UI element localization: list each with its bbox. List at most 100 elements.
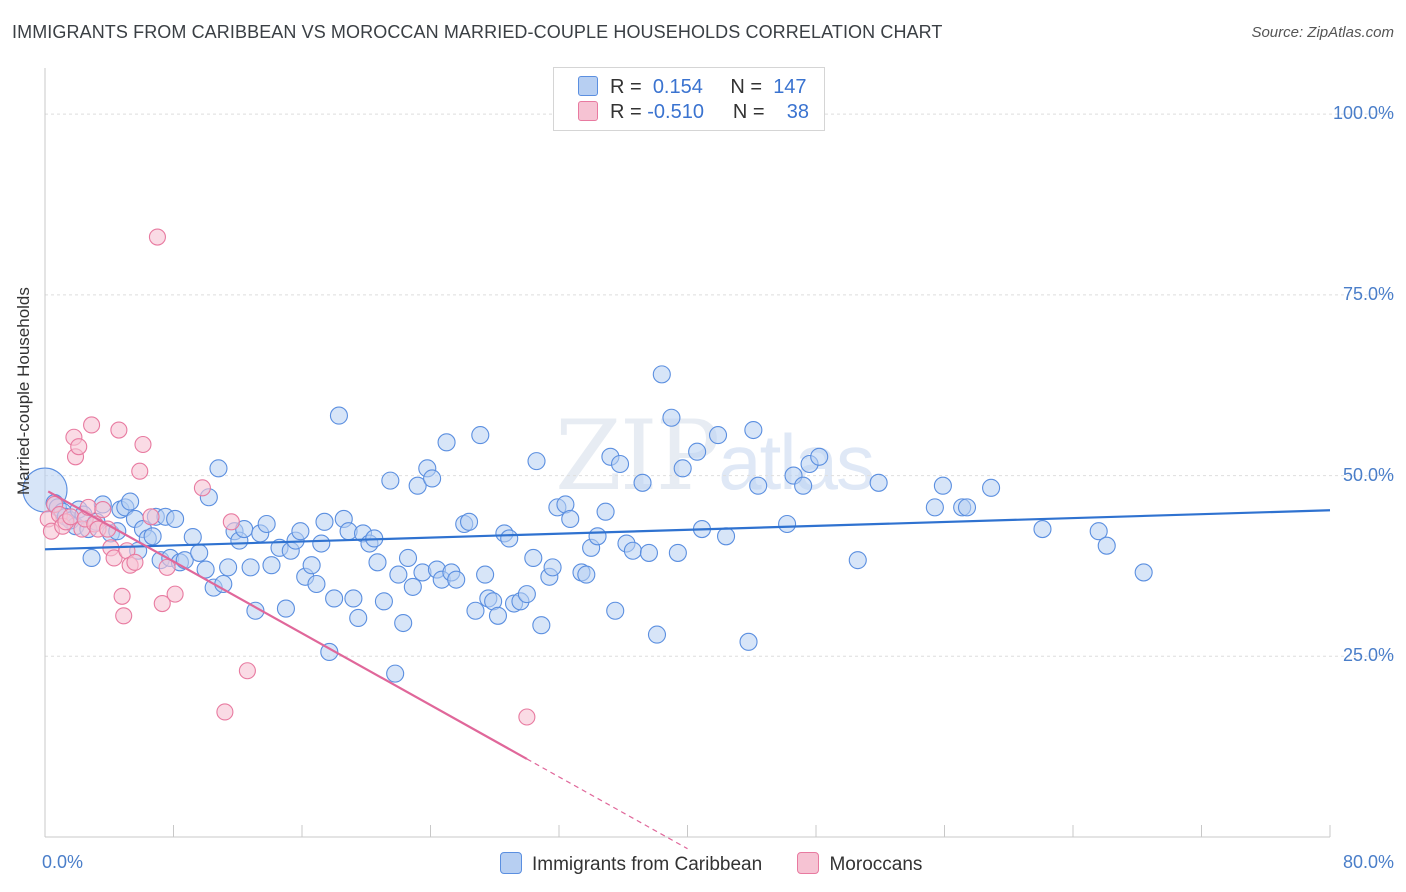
caribbean-point — [166, 509, 185, 528]
moroccan-point — [105, 549, 123, 567]
caribbean-point — [291, 522, 310, 541]
caribbean-point — [262, 556, 281, 575]
caribbean-point — [471, 426, 490, 445]
caribbean-point — [532, 616, 551, 635]
moroccan-point — [126, 553, 144, 571]
caribbean-point — [500, 529, 519, 548]
series-swatch-caribbean — [500, 852, 522, 874]
legend-swatch-caribbean — [578, 76, 598, 96]
caribbean-point — [389, 565, 408, 584]
series-legend-item-caribbean[interactable]: Immigrants from Caribbean — [500, 852, 762, 876]
caribbean-point — [276, 599, 295, 618]
caribbean-point — [488, 606, 508, 625]
correlation-legend: R = 0.154 N = 147 R = -0.510 N = 38 — [553, 67, 825, 131]
caribbean-point — [561, 509, 580, 528]
caribbean-point — [82, 548, 101, 568]
caribbean-point — [673, 459, 692, 478]
caribbean-point — [778, 514, 797, 534]
moroccan-point — [193, 479, 211, 497]
moroccan-point — [518, 708, 536, 726]
caribbean-point — [623, 541, 642, 560]
moroccan-point — [62, 508, 80, 526]
caribbean-point — [143, 527, 162, 546]
caribbean-trend-line — [44, 509, 1331, 551]
caribbean-point — [982, 478, 1001, 497]
legend-r-label: R = — [610, 76, 642, 98]
caribbean-point — [596, 502, 615, 521]
caribbean-point — [633, 473, 652, 492]
caribbean-point — [933, 476, 952, 495]
caribbean-point — [652, 365, 671, 384]
caribbean-point — [716, 527, 736, 546]
caribbean-point — [688, 442, 707, 461]
legend-n-value: 38 — [786, 101, 809, 123]
moroccan-trend-line — [47, 490, 528, 760]
caribbean-point — [749, 476, 768, 495]
legend-row-moroccans: R = -0.510 N = 38 — [578, 101, 809, 127]
caribbean-point — [302, 556, 321, 575]
series-legend-label: Moroccans — [829, 854, 923, 875]
caribbean-point — [394, 613, 413, 633]
caribbean-point — [476, 565, 495, 584]
moroccan-point — [166, 585, 184, 603]
caribbean-point — [708, 426, 728, 445]
x-tick-label: 0.0% — [42, 852, 84, 872]
moroccan-point — [222, 513, 240, 531]
caribbean-point — [408, 476, 427, 495]
series-legend-label: Immigrants from Caribbean — [532, 854, 763, 875]
caribbean-point — [610, 454, 630, 474]
caribbean-point — [183, 527, 202, 547]
caribbean-point — [869, 473, 888, 492]
source-text: Source: ZipAtlas.com — [1251, 24, 1394, 41]
legend-swatch-moroccans — [578, 101, 598, 121]
moroccan-point — [134, 435, 152, 454]
caribbean-point — [315, 512, 334, 531]
caribbean-point — [381, 471, 400, 490]
moroccan-point — [153, 594, 171, 613]
caribbean-point — [662, 408, 681, 427]
series-legend: Immigrants from Caribbean Moroccans — [500, 852, 952, 876]
caribbean-point — [312, 534, 331, 553]
caribbean-point — [329, 406, 348, 425]
caribbean-point — [639, 543, 659, 562]
legend-r-label: R = — [610, 101, 642, 123]
caribbean-point — [543, 558, 562, 577]
moroccan-point — [115, 607, 133, 625]
series-legend-item-moroccans[interactable]: Moroccans — [797, 852, 922, 876]
caribbean-point — [349, 608, 368, 628]
legend-r-value: -0.510 — [647, 101, 704, 123]
caribbean-point — [403, 577, 422, 596]
caribbean-point — [794, 476, 813, 495]
caribbean-point — [848, 551, 867, 570]
y-axis-label: Married-couple Households — [14, 287, 33, 495]
caribbean-point — [368, 553, 387, 572]
legend-r-value: 0.154 — [652, 76, 703, 98]
moroccan-trend-extension — [526, 758, 688, 850]
y-tick-label: 75.0% — [1342, 283, 1394, 304]
caribbean-point — [588, 527, 607, 546]
caribbean-point — [527, 452, 546, 471]
moroccan-point — [216, 703, 234, 721]
caribbean-point — [423, 469, 442, 488]
caribbean-point — [517, 585, 536, 604]
y-tick-label: 100.0% — [1332, 103, 1394, 124]
caribbean-point — [209, 459, 228, 478]
x-tick-label: 80.0% — [1342, 852, 1394, 872]
caribbean-point — [1134, 563, 1153, 582]
moroccan-point — [70, 438, 88, 456]
caribbean-point — [577, 565, 596, 584]
moroccan-point — [110, 421, 128, 439]
caribbean-point — [1089, 522, 1108, 541]
caribbean-point — [744, 420, 763, 440]
caribbean-point — [1033, 520, 1052, 539]
caribbean-point — [320, 642, 339, 661]
caribbean-point — [196, 560, 215, 579]
caribbean-point — [325, 589, 344, 608]
caribbean-point — [1097, 536, 1116, 555]
caribbean-point — [739, 632, 758, 651]
watermark: ZIPatlas — [555, 400, 875, 512]
legend-n-label: N = — [730, 76, 763, 98]
caribbean-point — [344, 589, 363, 608]
moroccan-point — [238, 662, 256, 680]
